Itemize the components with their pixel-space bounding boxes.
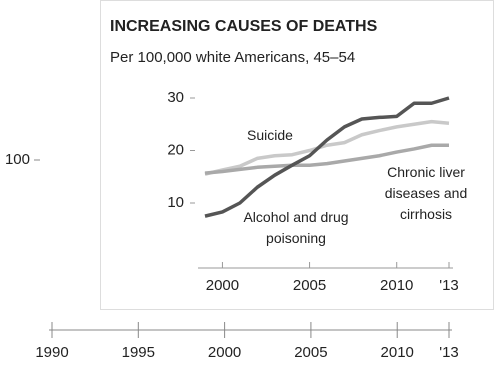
chart-title: INCREASING CAUSES OF DEATHS: [110, 18, 378, 35]
series-line: [204, 96, 450, 218]
outer-x-tick-label: 2000: [208, 344, 241, 361]
y-tick-label: 20: [167, 141, 184, 158]
series-label: Suicide: [247, 127, 293, 143]
outer-x-tick-label: 2010: [381, 344, 414, 361]
series-label: Chronic liver diseases and cirrhosis: [384, 164, 468, 222]
outer-x-tick-label: 1990: [35, 344, 68, 361]
x-tick-label: 2000: [206, 277, 239, 294]
outer-x-tick-label: 1995: [122, 344, 155, 361]
x-tick-label: '13: [439, 277, 459, 294]
x-tick-label: 2010: [380, 277, 413, 294]
outer-x-tick-label: '13: [439, 344, 459, 361]
x-tick-label: 2005: [293, 277, 326, 294]
series-label: Alcohol and drug poisoning: [243, 209, 349, 246]
inset-frame: [100, 0, 494, 310]
chart-subtitle: Per 100,000 white Americans, 45–54: [110, 49, 355, 66]
outer-x-tick-label: 2005: [294, 344, 327, 361]
series-line: [204, 119, 450, 176]
y-tick-label: 30: [167, 89, 184, 106]
y-tick-label: 10: [167, 194, 184, 211]
outer-y-tick-label: 100: [5, 151, 30, 168]
series-line: [204, 143, 449, 175]
